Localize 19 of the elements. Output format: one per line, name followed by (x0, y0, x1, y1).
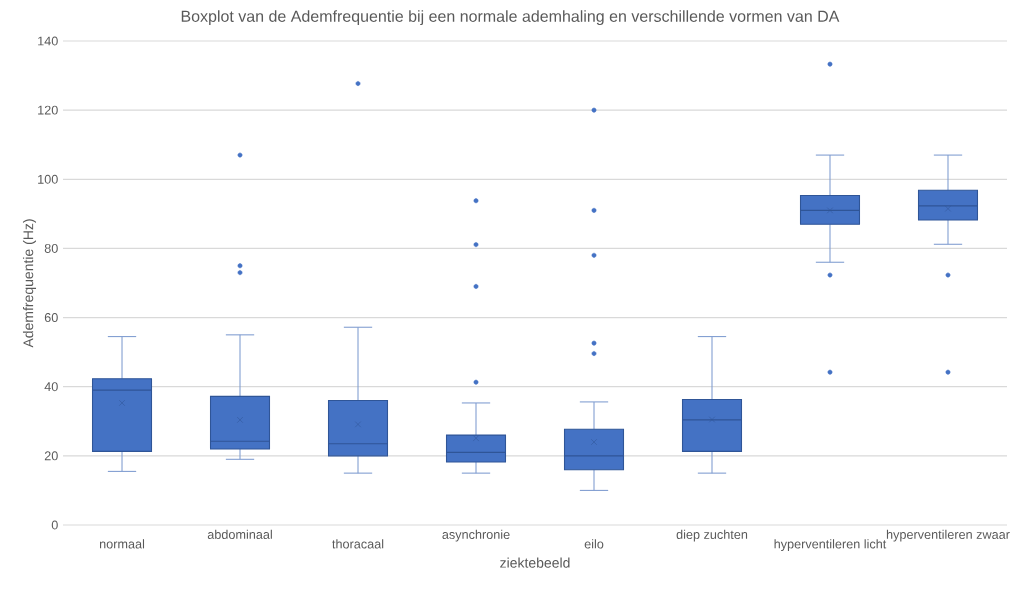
chart-title: Boxplot van de Ademfrequentie bij een normale ademhaling en verschillende vormen van DA (181, 10, 840, 26)
y-tick-label: 40 (44, 382, 58, 392)
x-tick-label: diep zuchten (676, 529, 748, 542)
x-tick-label: abdominaal (207, 529, 272, 539)
y-tick-label: 120 (38, 105, 58, 115)
y-axis-title: Ademfrequentie (Hz) (22, 219, 37, 348)
x-axis-title: ziektebeeld (500, 557, 570, 568)
x-tick-label: normaal (99, 539, 145, 549)
y-tick-label: 0 (51, 520, 58, 530)
y-tick-label: 100 (38, 174, 58, 184)
y-tick-label: 80 (44, 243, 58, 253)
x-tick-label: hyperventileren zwaar (886, 529, 1010, 542)
x-tick-label: eilo (584, 539, 604, 549)
x-tick-label: hyperventileren licht (774, 539, 887, 551)
y-tick-label: 140 (38, 36, 58, 46)
y-tick-label: 20 (44, 451, 58, 461)
y-tick-label: 60 (44, 313, 58, 323)
x-tick-label: asynchronie (442, 529, 510, 542)
x-tick-label: thoracaal (332, 539, 384, 549)
